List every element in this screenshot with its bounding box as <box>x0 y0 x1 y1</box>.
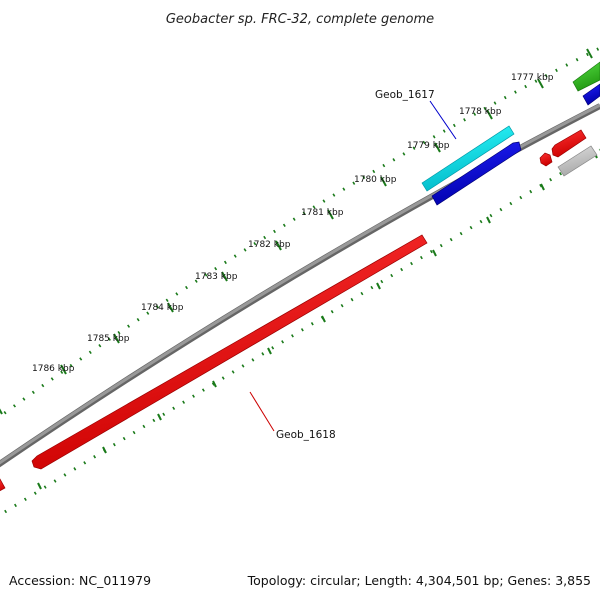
inner-major-tick <box>212 380 217 388</box>
inner-major-tick <box>321 315 326 323</box>
major-tick <box>380 176 387 187</box>
major-tick <box>221 271 228 282</box>
tick-labels: 1777 kbp 1778 kbp 1779 kbp 1780 kbp 1781… <box>32 73 554 374</box>
map-title: Geobacter sp. FRC-32, complete genome <box>166 12 434 27</box>
major-tick <box>486 109 493 120</box>
accession-info: Accession: NC_011979 <box>9 573 152 588</box>
genome-backbone-shadow <box>0 103 600 468</box>
tick-label-1781: 1781 kbp <box>301 208 344 218</box>
tick-label-1780: 1780 kbp <box>354 175 397 185</box>
geob-1617-leader-line <box>429 100 457 140</box>
inner-major-tick <box>102 446 107 454</box>
gene-label-geob-1618[interactable]: Geob_1618 <box>276 429 336 441</box>
gene-feature-geob-1617[interactable] <box>421 125 515 192</box>
major-tick <box>113 333 120 344</box>
major-tick <box>586 48 593 59</box>
gene-feature-red-short[interactable] <box>551 129 587 158</box>
outer-tick-scale <box>0 46 600 419</box>
inner-major-tick <box>376 282 381 290</box>
major-tick <box>275 240 282 251</box>
inner-major-tick <box>540 183 545 191</box>
inner-major-tick <box>157 413 162 421</box>
tick-label-1784: 1784 kbp <box>141 303 184 313</box>
tick-label-1777: 1777 kbp <box>511 73 554 83</box>
tick-label-1778: 1778 kbp <box>459 107 502 117</box>
tick-label-1786: 1786 kbp <box>32 364 75 374</box>
genome-backbone <box>0 103 600 465</box>
major-tick <box>60 364 67 375</box>
gene-feature-blue-2[interactable] <box>582 83 600 106</box>
inner-major-tick <box>37 482 42 490</box>
inner-tick-scale <box>0 148 600 517</box>
gene-feature-grey[interactable] <box>557 145 598 177</box>
inner-major-tick <box>267 347 272 355</box>
gene-feature-red-small[interactable] <box>539 152 553 167</box>
genome-summary: Topology: circular; Length: 4,304,501 bp… <box>247 573 591 588</box>
inner-major-tick <box>432 249 437 257</box>
outer-tick-dots <box>0 46 600 419</box>
tick-label-1782: 1782 kbp <box>248 240 291 250</box>
geob-1618-leader-line <box>249 391 275 432</box>
gene-feature-red-edge[interactable] <box>0 478 6 493</box>
tick-label-1779: 1779 kbp <box>407 141 450 151</box>
inner-major-tick <box>486 216 491 224</box>
forward-strand-features <box>421 61 600 206</box>
major-tick <box>434 142 441 153</box>
gene-label-geob-1617[interactable]: Geob_1617 <box>375 89 435 101</box>
gene-labels: Geob_1617 Geob_1618 <box>249 89 457 441</box>
reverse-strand-features <box>0 129 598 493</box>
tick-label-1783: 1783 kbp <box>195 272 238 282</box>
gene-feature-green[interactable] <box>572 61 600 92</box>
major-tick <box>0 408 3 415</box>
gene-feature-geob-1618[interactable] <box>31 234 428 470</box>
gene-feature-blue-1[interactable] <box>431 141 522 206</box>
major-tick <box>167 302 174 313</box>
major-tick <box>327 209 334 220</box>
tick-label-1785: 1785 kbp <box>87 334 130 344</box>
major-tick <box>537 78 544 89</box>
